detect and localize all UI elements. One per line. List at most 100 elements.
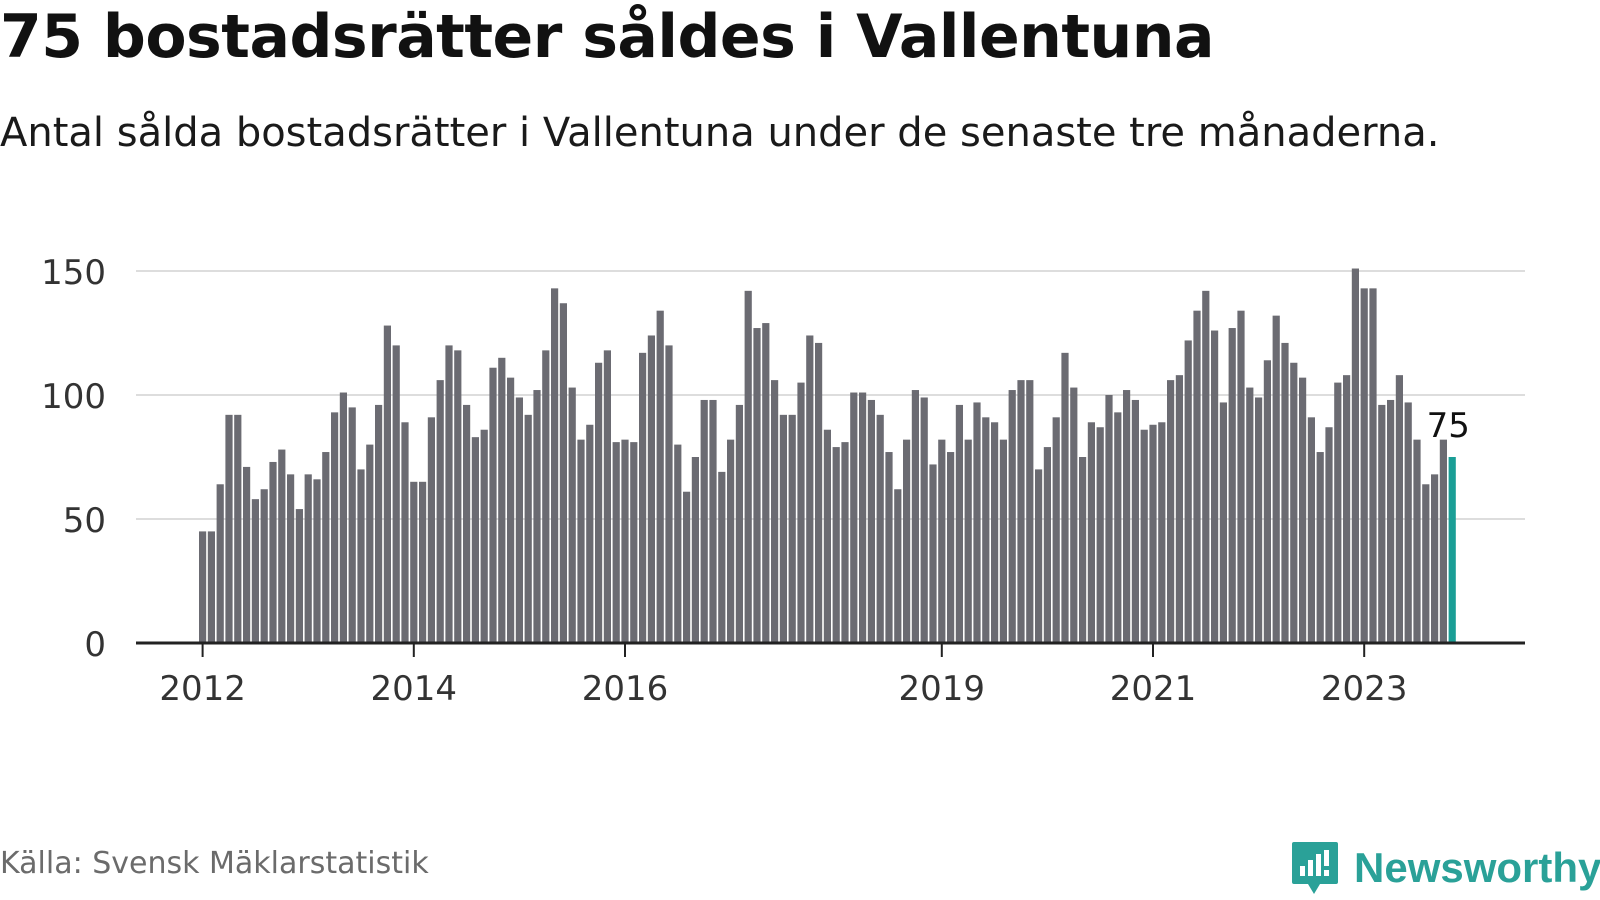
y-tick-label: 0 bbox=[84, 625, 106, 665]
bar bbox=[1272, 315, 1280, 643]
bar bbox=[269, 461, 277, 643]
bar bbox=[1167, 380, 1175, 643]
bar bbox=[991, 422, 999, 643]
bar bbox=[225, 414, 233, 643]
bar bbox=[1290, 362, 1298, 643]
bar bbox=[709, 399, 717, 643]
bar bbox=[559, 303, 567, 643]
bar bbox=[964, 439, 972, 643]
bar bbox=[1299, 377, 1307, 643]
bar bbox=[973, 402, 981, 643]
x-tick-label: 2016 bbox=[582, 669, 669, 709]
bar bbox=[1008, 390, 1016, 643]
y-tick-label: 100 bbox=[41, 377, 106, 417]
bar bbox=[911, 390, 919, 643]
bar bbox=[1043, 447, 1051, 643]
bar bbox=[542, 350, 550, 643]
bar bbox=[1017, 380, 1025, 643]
bar bbox=[586, 424, 594, 643]
bar bbox=[243, 466, 251, 643]
bar bbox=[841, 442, 849, 643]
bar bbox=[1395, 375, 1403, 643]
bar bbox=[1387, 399, 1395, 643]
bar bbox=[674, 444, 682, 643]
bar bbox=[339, 392, 347, 643]
bar bbox=[401, 422, 409, 643]
bar bbox=[876, 414, 884, 643]
bar bbox=[1158, 422, 1166, 643]
bar bbox=[903, 439, 911, 643]
bar bbox=[471, 437, 479, 643]
bar bbox=[1228, 328, 1236, 643]
newsworthy-logo[interactable]: Newsworthy bbox=[1290, 840, 1600, 896]
x-tick-label: 2012 bbox=[159, 669, 246, 709]
bar bbox=[771, 380, 779, 643]
bar bbox=[1035, 469, 1043, 643]
bar bbox=[1096, 427, 1104, 643]
bar bbox=[718, 471, 726, 643]
bar bbox=[1334, 382, 1342, 643]
bar bbox=[859, 392, 867, 643]
bar bbox=[357, 469, 365, 643]
bar bbox=[1263, 360, 1271, 643]
bar bbox=[1149, 424, 1157, 643]
bar bbox=[762, 323, 770, 643]
bar bbox=[1052, 417, 1060, 643]
brand-name: Newsworthy bbox=[1354, 844, 1600, 891]
bar bbox=[410, 481, 418, 643]
bar bbox=[1316, 452, 1324, 643]
bar bbox=[823, 429, 831, 643]
bar bbox=[480, 429, 488, 643]
bar-highlight bbox=[1448, 457, 1456, 643]
bar bbox=[1193, 310, 1201, 643]
bar bbox=[955, 404, 963, 643]
axes bbox=[136, 641, 1525, 657]
bar bbox=[1378, 404, 1386, 643]
bar bbox=[216, 484, 224, 643]
bar bbox=[577, 439, 585, 643]
bar bbox=[304, 474, 312, 643]
bar bbox=[515, 397, 523, 643]
bar bbox=[683, 491, 691, 643]
chart-bubble-icon bbox=[1292, 842, 1338, 894]
bar bbox=[436, 380, 444, 643]
bar bbox=[322, 452, 330, 643]
bar bbox=[1123, 390, 1131, 643]
bar bbox=[744, 290, 752, 643]
bar bbox=[1422, 484, 1430, 643]
bar bbox=[1413, 439, 1421, 643]
bar bbox=[656, 310, 664, 643]
x-tick-label: 2023 bbox=[1321, 669, 1408, 709]
bar bbox=[982, 417, 990, 643]
bar bbox=[463, 404, 471, 643]
bar bbox=[1281, 342, 1289, 643]
bars bbox=[199, 268, 1456, 643]
x-tick-label: 2021 bbox=[1110, 669, 1197, 709]
bar bbox=[1211, 330, 1219, 643]
bar bbox=[1343, 375, 1351, 643]
bar bbox=[1140, 429, 1148, 643]
bar bbox=[1404, 402, 1412, 643]
bar bbox=[1114, 412, 1122, 643]
y-tick-label: 50 bbox=[63, 501, 106, 541]
bar bbox=[735, 404, 743, 643]
bar bbox=[1325, 427, 1333, 643]
bar bbox=[199, 531, 207, 643]
bar bbox=[753, 328, 761, 643]
bar bbox=[287, 474, 295, 643]
x-tick-label: 2014 bbox=[371, 669, 458, 709]
bar bbox=[445, 345, 453, 643]
bar bbox=[207, 531, 215, 643]
bar bbox=[1439, 439, 1447, 643]
bar bbox=[938, 439, 946, 643]
bar bbox=[999, 439, 1007, 643]
highlight-value-label: 75 bbox=[1427, 406, 1470, 446]
bar bbox=[1237, 310, 1245, 643]
bar bbox=[489, 367, 497, 643]
bar bbox=[621, 439, 629, 643]
bar bbox=[1061, 352, 1069, 643]
bar bbox=[234, 414, 242, 643]
bar bbox=[779, 414, 787, 643]
bar bbox=[427, 417, 435, 643]
